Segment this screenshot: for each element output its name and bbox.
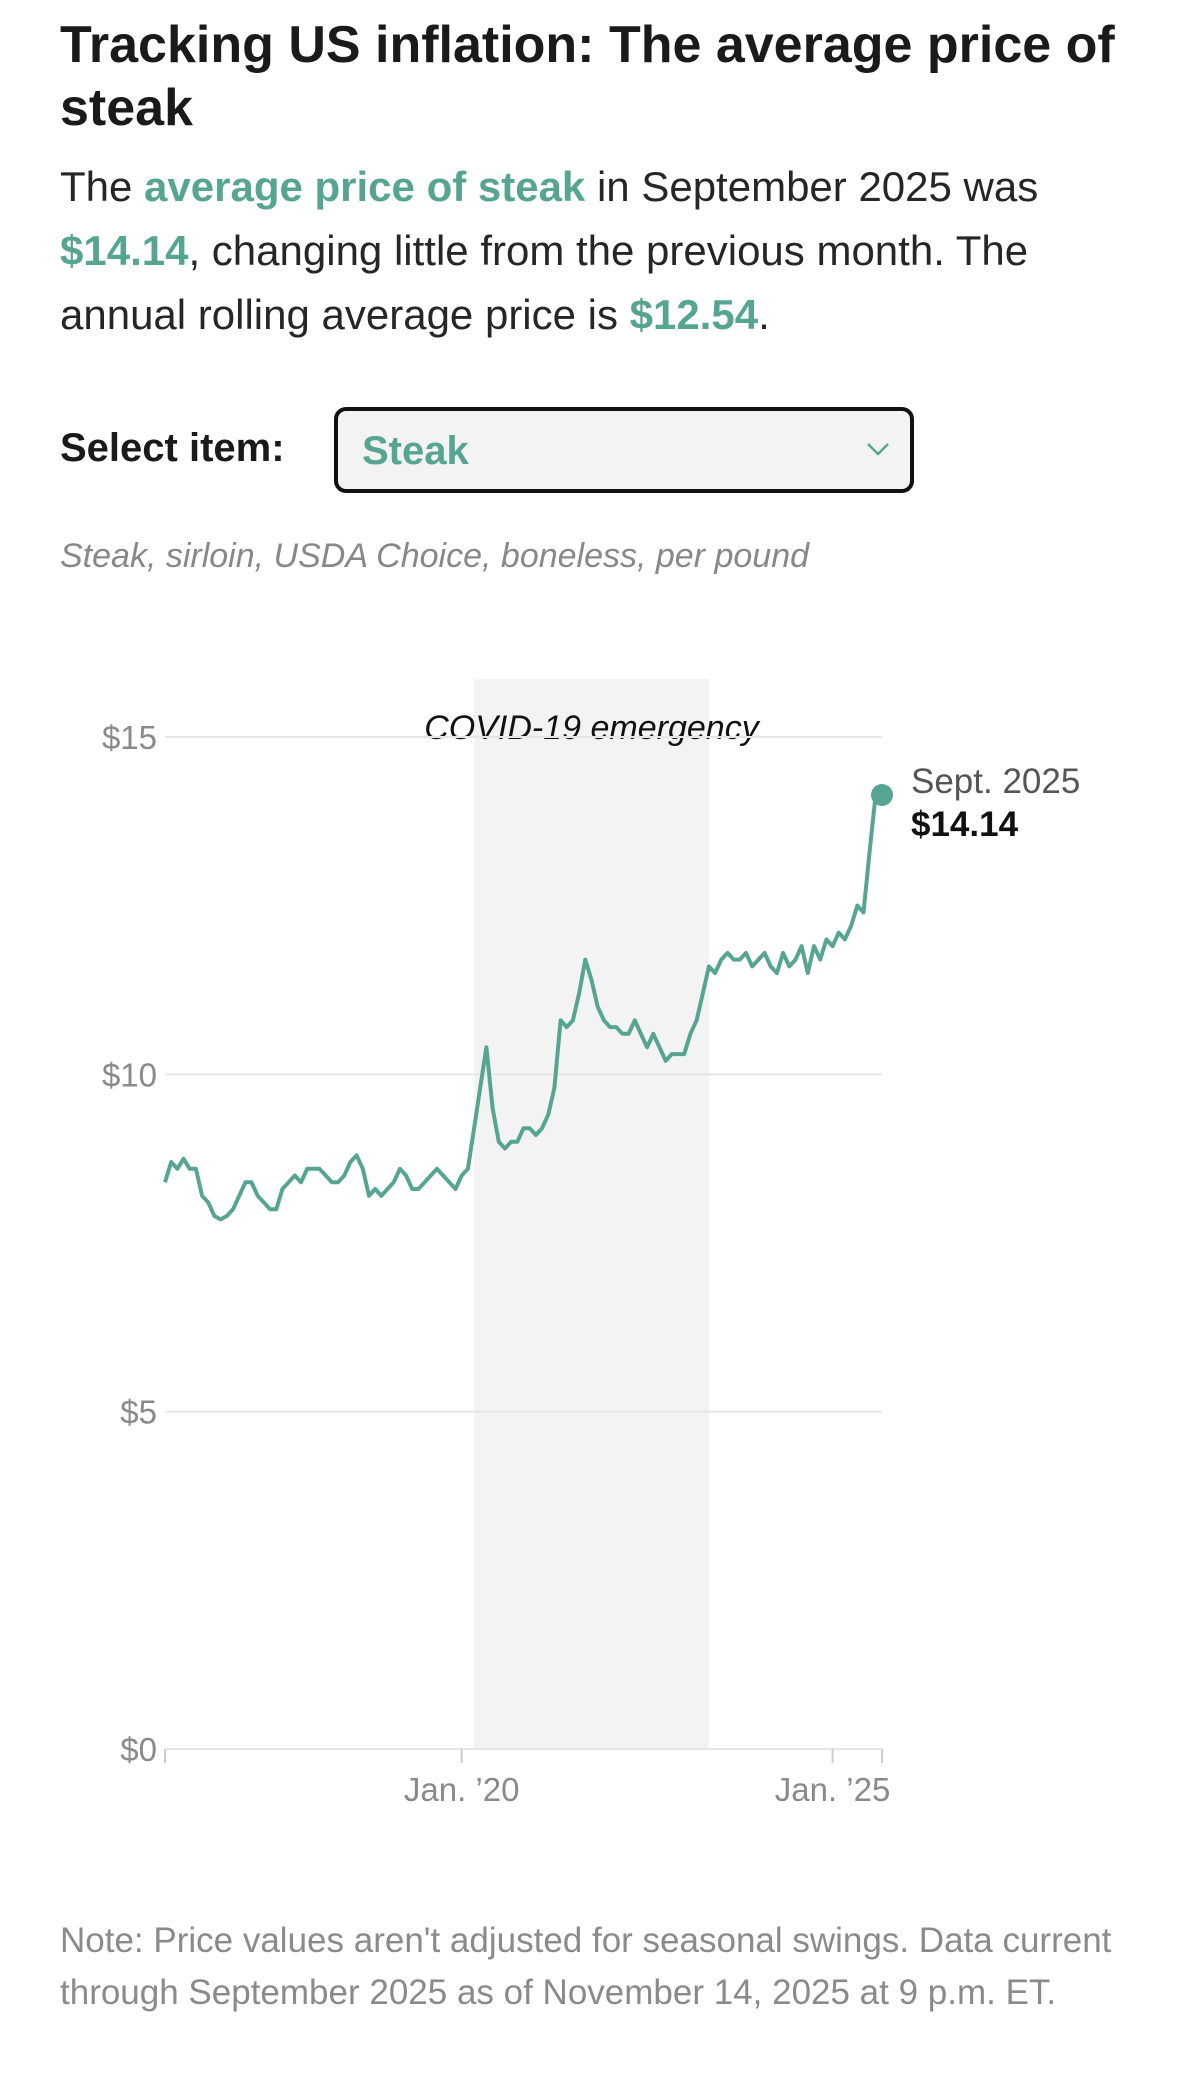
x-tick-label: Jan. ’25: [775, 1771, 891, 1808]
subtitle-highlight: average price of steak: [144, 163, 586, 210]
subtitle-highlight: $14.14: [60, 227, 189, 274]
y-tick-label: $0: [120, 1731, 157, 1768]
y-tick-label: $10: [102, 1056, 157, 1093]
subtitle-text: , changing little from the previous mont…: [60, 227, 1029, 338]
subtitle-highlight: $12.54: [629, 291, 759, 338]
subtitle-text: .: [758, 291, 770, 338]
covid-shade: [474, 679, 709, 1749]
shade-label: COVID-19 emergency: [424, 709, 760, 747]
title: Tracking US inflation: The average price…: [60, 16, 1115, 137]
end-point: [871, 783, 893, 806]
y-tick-label: $15: [102, 719, 157, 756]
subtitle-text: in September 2025 was: [585, 163, 1039, 210]
subtitle: The average price of steak in September …: [60, 155, 1130, 347]
price-line: [163, 791, 883, 1222]
chart: COVID-19 emergency $0 $5 $10 $15 Jan. ’20 Jan.…: [102, 679, 1080, 1808]
select-label: Select item:: [60, 426, 285, 470]
y-tick-label: $5: [120, 1394, 157, 1431]
end-date-label: Sept. 2025: [911, 762, 1080, 801]
end-value-label: $14.14: [911, 805, 1019, 844]
subtitle-text: The: [60, 163, 145, 210]
item-description: Steak, sirloin, USDA Choice, boneless, p…: [60, 537, 810, 575]
note: Note: Price values aren't adjusted for s…: [60, 1921, 1112, 2012]
select-value[interactable]: Steak: [362, 429, 469, 473]
dropdown-arrow: [867, 443, 889, 456]
select-dropdown[interactable]: Steak: [334, 407, 914, 493]
x-tick-label: Jan. ’20: [404, 1771, 520, 1808]
